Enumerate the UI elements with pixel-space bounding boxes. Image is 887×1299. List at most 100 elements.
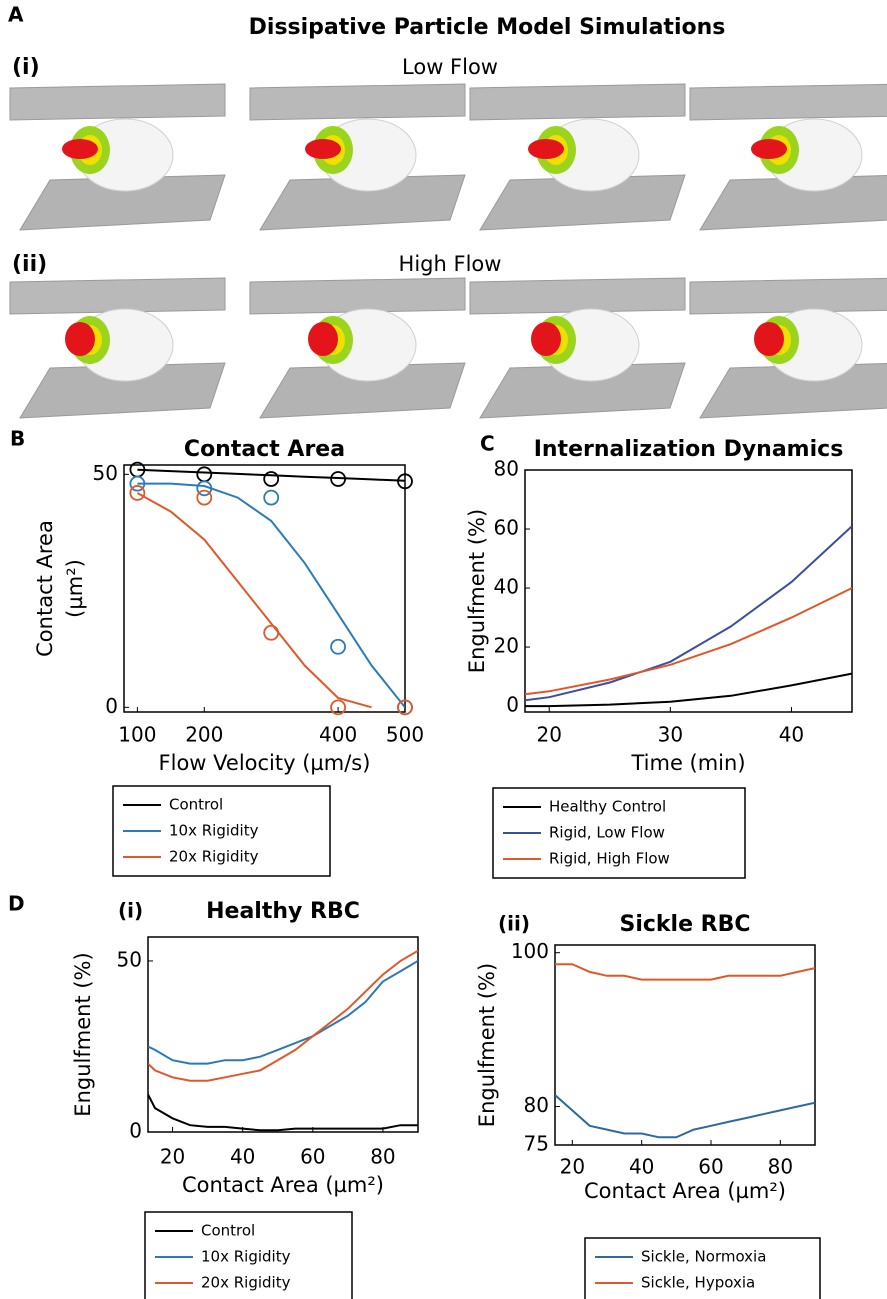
- row-title: Low Flow: [402, 55, 498, 79]
- fit-line: [136, 492, 372, 709]
- panel-label: C: [480, 432, 495, 456]
- x-axis-label: Contact Area (µm²): [182, 1173, 384, 1197]
- particle: [751, 139, 787, 159]
- top-wall: [249, 83, 466, 121]
- data-line: [525, 587, 852, 696]
- top-wall: [9, 277, 226, 315]
- legend-label: 10x Rigidity: [201, 1248, 291, 1266]
- x-tick-label: 80: [370, 1145, 395, 1169]
- x-tick-label: 30: [658, 723, 683, 747]
- plot-frame: [147, 936, 419, 1133]
- particle: [531, 322, 561, 356]
- fit-line: [137, 482, 405, 708]
- simulation-render: [689, 277, 887, 419]
- data-point: [263, 471, 280, 487]
- data-line: [555, 1094, 815, 1139]
- legend-label: Rigid, High Flow: [549, 850, 670, 868]
- x-axis-label: Time (min): [630, 751, 745, 775]
- row-label: (ii): [12, 252, 47, 277]
- y-tick-label: 20: [494, 634, 519, 658]
- panel-label: D: [8, 892, 25, 916]
- y-tick-label: 80: [524, 1093, 549, 1117]
- particle: [308, 322, 338, 356]
- simulation-render: [689, 83, 887, 231]
- plot-frame: [554, 944, 816, 1146]
- legend-label: Sickle, Normoxia: [641, 1248, 766, 1266]
- particle: [754, 322, 784, 356]
- legend-label: 20x Rigidity: [201, 1274, 291, 1292]
- chart-title: Healthy RBC: [206, 899, 360, 924]
- legend-label: Control: [201, 1222, 255, 1240]
- data-line: [555, 963, 815, 981]
- simulation-render: [9, 277, 226, 419]
- panel-title: Dissipative Particle Model Simulations: [249, 15, 726, 40]
- top-wall: [469, 83, 686, 121]
- data-point: [263, 489, 280, 506]
- panel-label: B: [10, 427, 25, 451]
- panel-label: (ii): [498, 912, 530, 936]
- particle: [62, 139, 98, 159]
- data-point: [330, 699, 346, 716]
- data-point: [196, 480, 213, 497]
- y-axis-label: Engulfment (%): [465, 509, 489, 673]
- chart-title: Internalization Dynamics: [534, 437, 844, 462]
- y-tick-label: 80: [494, 457, 519, 481]
- bottom-wall: [19, 174, 226, 231]
- legend-label: Rigid, Low Flow: [549, 824, 665, 842]
- data-line: [525, 525, 852, 702]
- x-tick-label: 40: [230, 1145, 255, 1169]
- legend-box: [144, 1211, 353, 1299]
- y-tick-label: 100: [511, 939, 549, 963]
- data-point: [129, 475, 146, 492]
- data-point: [397, 473, 413, 490]
- simulation-render: [249, 83, 466, 231]
- simulation-render: [9, 83, 226, 231]
- data-point: [196, 489, 213, 506]
- x-tick-label: 100: [118, 723, 156, 747]
- y-axis-label: Engulfment (%): [475, 963, 499, 1127]
- data-point: [397, 699, 413, 716]
- bottom-wall: [19, 362, 226, 419]
- y-tick-label: 75: [524, 1132, 549, 1156]
- legend-box: [584, 1237, 821, 1299]
- y-tick-label: 0: [129, 1119, 142, 1143]
- y-axis-label: Engulfment (%): [71, 952, 95, 1116]
- legend-label: Control: [169, 796, 223, 814]
- x-tick-label: 20: [560, 1155, 585, 1179]
- x-tick-label: 400: [319, 723, 357, 747]
- fit-line: [137, 468, 405, 482]
- particle: [528, 139, 564, 159]
- x-tick-label: 20: [160, 1145, 185, 1169]
- x-tick-label: 80: [768, 1155, 793, 1179]
- y-tick-label: 50: [93, 461, 118, 485]
- top-wall: [469, 277, 686, 315]
- legend-label: Sickle, Hypoxia: [641, 1274, 755, 1292]
- legend-label: 20x Rigidity: [169, 848, 259, 866]
- x-axis-label: Flow Velocity (µm/s): [159, 751, 371, 775]
- y-tick-label: 0: [506, 693, 519, 717]
- row-label: (i): [12, 55, 40, 80]
- x-tick-label: 60: [698, 1155, 723, 1179]
- legend-label: 10x Rigidity: [169, 822, 259, 840]
- x-tick-label: 20: [536, 723, 561, 747]
- top-wall: [689, 83, 887, 121]
- y-axis-label: (µm²): [63, 559, 87, 618]
- panel-label: A: [8, 3, 24, 27]
- chart-title: Sickle RBC: [619, 912, 750, 937]
- plot-frame: [123, 464, 406, 713]
- y-tick-label: 0: [105, 694, 118, 718]
- simulation-render: [249, 277, 466, 419]
- plot-frame: [524, 469, 853, 713]
- data-point: [330, 471, 346, 487]
- particle: [305, 139, 341, 159]
- data-point: [330, 638, 346, 655]
- top-wall: [689, 277, 887, 315]
- particle: [65, 322, 95, 356]
- y-axis-label: Contact Area: [33, 520, 57, 657]
- panel-label: (i): [118, 899, 143, 923]
- top-wall: [9, 83, 226, 121]
- x-tick-label: 60: [300, 1145, 325, 1169]
- data-line: [148, 949, 418, 1082]
- data-line: [525, 672, 852, 708]
